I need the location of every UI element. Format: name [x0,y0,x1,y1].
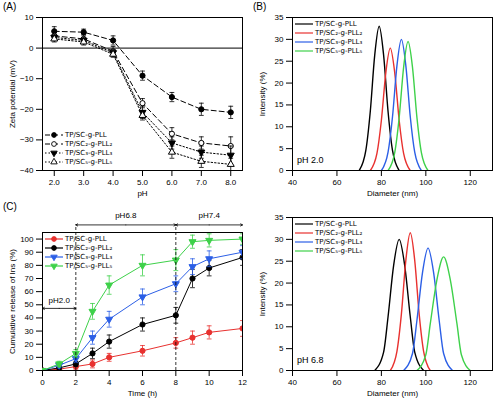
svg-text:0: 0 [279,366,284,375]
html-text:TP/SC₅-g-PLL₅: TP/SC₅-g-PLL₅ [65,261,113,270]
html-text:TP/SC₂-g-PLL₂: TP/SC₂-g-PLL₂ [315,228,363,237]
svg-text:50: 50 [25,300,34,309]
svg-text:70: 70 [25,274,34,283]
svg-text:Diameter (nm): Diameter (nm) [367,189,418,198]
svg-text:80: 80 [25,261,34,270]
svg-text:20: 20 [275,79,284,88]
svg-text:120: 120 [464,178,478,187]
html-text:TP/SC₃-g-PLL₃: TP/SC₃-g-PLL₃ [315,37,363,46]
svg-text:35: 35 [275,13,284,22]
html-text:TP/SC-g-PLL: TP/SC-g-PLL [315,19,357,28]
svg-text:3.0: 3.0 [78,178,90,187]
svg-text:15: 15 [275,100,284,109]
html-text:(B): (B) [253,1,267,12]
svg-text:6.0: 6.0 [166,178,178,187]
svg-text:pH6.8: pH6.8 [115,211,137,220]
svg-text:60: 60 [332,378,341,387]
svg-text:100: 100 [419,378,433,387]
svg-text:25: 25 [275,257,284,266]
html-text:TP/SC₅-g-PLL₅: TP/SC₅-g-PLL₅ [65,157,113,166]
html-text:(C): (C) [3,201,17,212]
svg-text:Intensity (%): Intensity (%) [258,271,267,316]
svg-text:30: 30 [275,235,284,244]
svg-text:40: 40 [25,313,34,322]
svg-text:−20: −20 [20,105,34,114]
svg-text:100: 100 [419,178,433,187]
svg-text:30: 30 [25,327,34,336]
svg-text:5: 5 [279,344,284,353]
svg-text:10: 10 [25,13,34,22]
svg-text:15: 15 [275,300,284,309]
svg-text:10: 10 [275,122,284,131]
svg-text:Diameter (nm): Diameter (nm) [367,389,418,398]
html-text:TP/SC₅-g-PLL₅: TP/SC₅-g-PLL₅ [315,46,363,55]
svg-text:2: 2 [74,378,79,387]
svg-text:10: 10 [25,353,34,362]
svg-text:4.0: 4.0 [108,178,120,187]
svg-text:6: 6 [140,378,145,387]
svg-text:pH7.4: pH7.4 [198,211,220,220]
html-text:pH 6.8: pH 6.8 [297,355,324,365]
svg-text:4: 4 [107,378,112,387]
svg-text:20: 20 [25,340,34,349]
html-text:TP/SC₂-g-PLL₂: TP/SC₂-g-PLL₂ [315,28,363,37]
svg-text:−10: −10 [20,74,34,83]
svg-text:60: 60 [25,287,34,296]
svg-text:−30: −30 [20,135,34,144]
svg-text:80: 80 [377,178,386,187]
svg-text:90: 90 [25,248,34,257]
svg-text:Cumulative release of Ins (%): Cumulative release of Ins (%) [8,249,17,354]
html-text:TP/SC-g-PLL: TP/SC-g-PLL [65,130,107,139]
svg-text:120: 120 [464,378,478,387]
html-text:TP/SC₅-g-PLL₅: TP/SC₅-g-PLL₅ [315,246,363,255]
svg-text:7.0: 7.0 [196,178,208,187]
svg-text:30: 30 [275,35,284,44]
svg-text:100: 100 [20,235,34,244]
svg-text:60: 60 [332,178,341,187]
svg-text:10: 10 [205,378,214,387]
html-text:TP/SC₃-g-PLL₃: TP/SC₃-g-PLL₃ [315,237,363,246]
svg-text:pH2.0: pH2.0 [48,296,70,305]
html-text:TP/SC₃-g-PLL₃: TP/SC₃-g-PLL₃ [65,148,113,157]
svg-text:12: 12 [238,378,247,387]
svg-text:2.0: 2.0 [49,178,61,187]
svg-text:−40: −40 [20,166,34,175]
svg-text:35: 35 [275,213,284,222]
svg-text:20: 20 [275,279,284,288]
html-text:TP/SC₃-g-PLL₃: TP/SC₃-g-PLL₃ [65,252,113,261]
svg-text:0: 0 [40,378,45,387]
html-text:pH 2.0: pH 2.0 [297,155,324,165]
html-text:TP/SC-g-PLL: TP/SC-g-PLL [65,234,107,243]
svg-text:8.0: 8.0 [225,178,237,187]
svg-text:80: 80 [377,378,386,387]
svg-text:5: 5 [279,144,284,153]
svg-text:0: 0 [29,44,34,53]
svg-text:5.0: 5.0 [137,178,149,187]
html-text:TP/SC-g-PLL: TP/SC-g-PLL [315,219,357,228]
svg-text:40: 40 [288,178,297,187]
html-text:(A): (A) [3,1,17,12]
svg-text:0: 0 [29,366,34,375]
svg-text:0: 0 [279,166,284,175]
svg-text:40: 40 [288,378,297,387]
svg-text:Intensity (%): Intensity (%) [258,71,267,116]
svg-text:Time (h): Time (h) [128,389,158,398]
svg-text:Zeta potential (mV): Zeta potential (mV) [8,60,17,128]
svg-text:pH: pH [137,189,147,198]
svg-text:25: 25 [275,57,284,66]
svg-text:8: 8 [174,378,179,387]
html-text:TP/SC₂-g-PLL₂: TP/SC₂-g-PLL₂ [65,243,113,252]
html-text:TP/SC₂-g-PLL₂: TP/SC₂-g-PLL₂ [65,139,113,148]
svg-text:10: 10 [275,322,284,331]
